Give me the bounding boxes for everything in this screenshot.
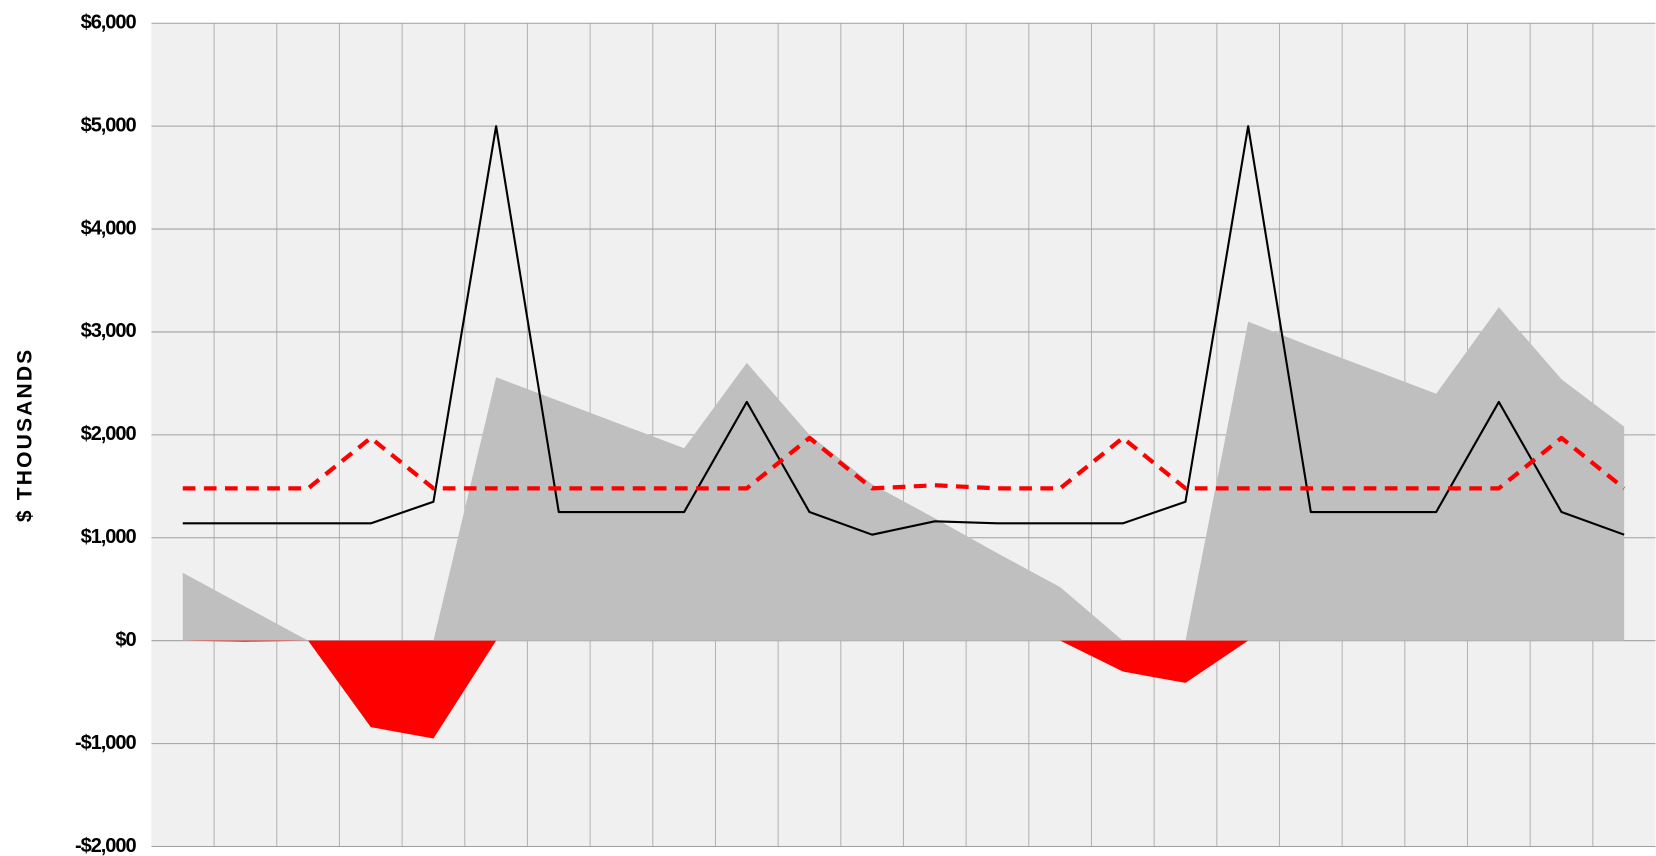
y-tick-label: $1,000 bbox=[81, 526, 137, 548]
y-tick-label: $3,000 bbox=[81, 320, 137, 342]
y-axis-title: $ THOUSANDS bbox=[13, 348, 36, 522]
line bbox=[182, 125, 1625, 536]
area bbox=[182, 307, 1625, 641]
y-tick-label: -$1,000 bbox=[75, 732, 137, 754]
line bbox=[182, 435, 1626, 491]
y-tick-label: $5,000 bbox=[81, 114, 137, 136]
area bbox=[182, 640, 1625, 739]
y-tick-label: -$2,000 bbox=[75, 835, 137, 856]
y-tick-label: $0 bbox=[115, 629, 136, 651]
y-tick-label: $2,000 bbox=[81, 423, 137, 445]
y-tick-label: $4,000 bbox=[81, 217, 137, 239]
y-tick-label: $6,000 bbox=[81, 12, 137, 34]
